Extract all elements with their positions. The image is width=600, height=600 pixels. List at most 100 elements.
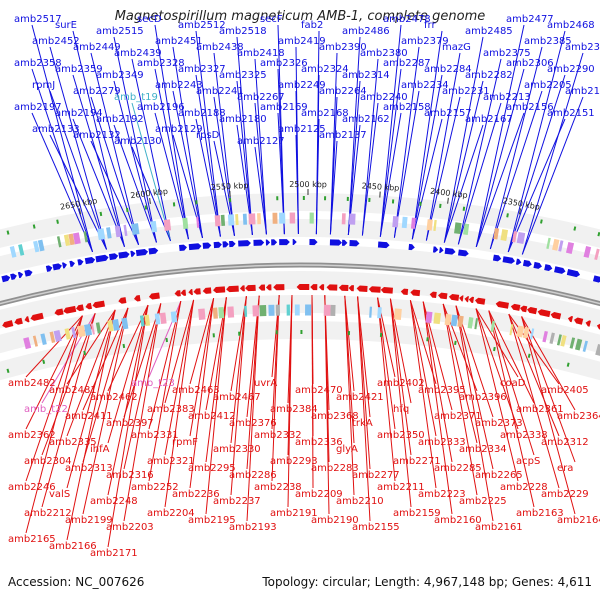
top-connector xyxy=(361,58,379,236)
rna-marker xyxy=(238,331,241,336)
gene-label: amb2390 xyxy=(319,42,367,53)
top-connector xyxy=(379,112,402,237)
rna-marker xyxy=(419,201,422,206)
forward-gene xyxy=(349,240,360,247)
cog-feature xyxy=(309,212,314,224)
gene-label: amb2362 xyxy=(8,430,56,441)
gene-label: amb2204 xyxy=(147,508,195,519)
track-band xyxy=(0,295,600,354)
gene-label: amb2338 xyxy=(500,430,548,441)
bottom-connector xyxy=(521,316,576,411)
cog-feature xyxy=(546,237,551,249)
gene-label: amb2405 xyxy=(541,385,589,396)
gene-label: amb2290 xyxy=(547,64,595,75)
scale-tick-label: 2350 kbp xyxy=(502,196,541,211)
reverse-gene xyxy=(567,316,574,323)
cog-feature xyxy=(33,240,40,253)
top-connector xyxy=(131,146,171,242)
bottom-connector xyxy=(377,297,396,430)
gene-label: amb2277 xyxy=(352,470,400,481)
gene-label: amb2129 xyxy=(155,124,203,135)
cog-feature xyxy=(71,326,77,339)
cog-feature xyxy=(558,240,564,252)
bottom-connector xyxy=(66,309,116,385)
cog-feature xyxy=(63,234,71,247)
cog-feature xyxy=(393,308,402,320)
accession-text: Accession: NC_007626 xyxy=(8,575,145,589)
top-connector xyxy=(489,46,543,250)
reverse-gene xyxy=(510,303,521,311)
cog-feature xyxy=(244,305,248,317)
rna-marker xyxy=(368,197,371,202)
forward-gene xyxy=(238,240,251,247)
gene-label: amb2478 xyxy=(383,14,431,25)
cog-feature xyxy=(467,317,474,329)
gene-label: amb2130 xyxy=(114,136,162,147)
map-title: Magnetospirillum magneticum AMB-1, compl… xyxy=(114,9,486,24)
bottom-connector xyxy=(287,295,293,508)
gene-label: amb2133 xyxy=(32,124,80,135)
top-connector xyxy=(347,80,361,235)
rna-marker xyxy=(302,196,305,201)
cog-feature xyxy=(170,311,178,323)
forward-gene xyxy=(188,243,202,251)
cog-feature xyxy=(182,217,189,230)
top-connector xyxy=(425,52,461,241)
forward-gene xyxy=(533,261,542,269)
cog-feature xyxy=(56,236,62,248)
cog-feature xyxy=(106,227,112,239)
gene-label: amb2193 xyxy=(229,522,277,533)
top-connector xyxy=(507,30,566,253)
gene-label: era xyxy=(557,463,573,474)
cog-feature xyxy=(401,216,408,229)
cog-feature xyxy=(83,231,88,243)
gene-label: ihfA xyxy=(90,444,110,455)
gene-label: amb2384 xyxy=(270,404,318,415)
gene-label: amb2285 xyxy=(434,463,482,474)
bottom-connector xyxy=(123,303,162,522)
rna-marker xyxy=(540,219,543,224)
top-connector xyxy=(195,30,221,237)
forward-gene xyxy=(118,251,130,259)
forward-gene xyxy=(329,239,342,246)
top-connector xyxy=(393,46,420,238)
genome-backbone-highlight xyxy=(0,264,600,305)
rna-marker xyxy=(126,207,129,213)
top-connector xyxy=(443,80,484,243)
scale-tick-mark xyxy=(447,197,449,204)
rna-marker xyxy=(165,337,168,343)
gene-label: amb2349 xyxy=(96,70,144,81)
gene-label: amb2236 xyxy=(172,489,220,500)
gene-label: amb2225 xyxy=(459,496,507,507)
rna-marker xyxy=(228,197,232,203)
gene-label: amb2169 xyxy=(260,102,308,113)
cog-feature xyxy=(37,239,45,252)
cog-feature xyxy=(77,325,86,338)
cog-feature xyxy=(227,306,235,318)
gene-label: amb2336 xyxy=(295,437,343,448)
track-band xyxy=(0,245,600,302)
cog-feature xyxy=(542,330,548,343)
gene-label: amb2228 xyxy=(500,482,548,493)
gene-label: amb2515 xyxy=(96,26,144,37)
cog-feature xyxy=(214,215,221,227)
cog-feature xyxy=(23,337,32,350)
bottom-connector xyxy=(123,303,162,418)
gene-label: amb2286 xyxy=(229,470,277,481)
cog-feature xyxy=(286,304,291,316)
gene-label: amb2419 xyxy=(278,36,326,47)
cog-feature xyxy=(294,304,300,316)
bottom-connector xyxy=(25,315,83,378)
gene-label: trkA xyxy=(352,418,373,429)
rna-marker xyxy=(454,340,457,345)
bottom-connector xyxy=(442,303,478,496)
gene-label: amb2229 xyxy=(541,489,589,500)
bottom-connector xyxy=(357,296,371,522)
gene-label: amb2231 xyxy=(442,86,490,97)
forward-gene xyxy=(62,262,67,269)
gene-label: amb2326 xyxy=(260,58,308,69)
top-connector xyxy=(489,90,543,250)
gene-label: amb2313 xyxy=(65,463,113,474)
top-connector xyxy=(425,96,461,241)
